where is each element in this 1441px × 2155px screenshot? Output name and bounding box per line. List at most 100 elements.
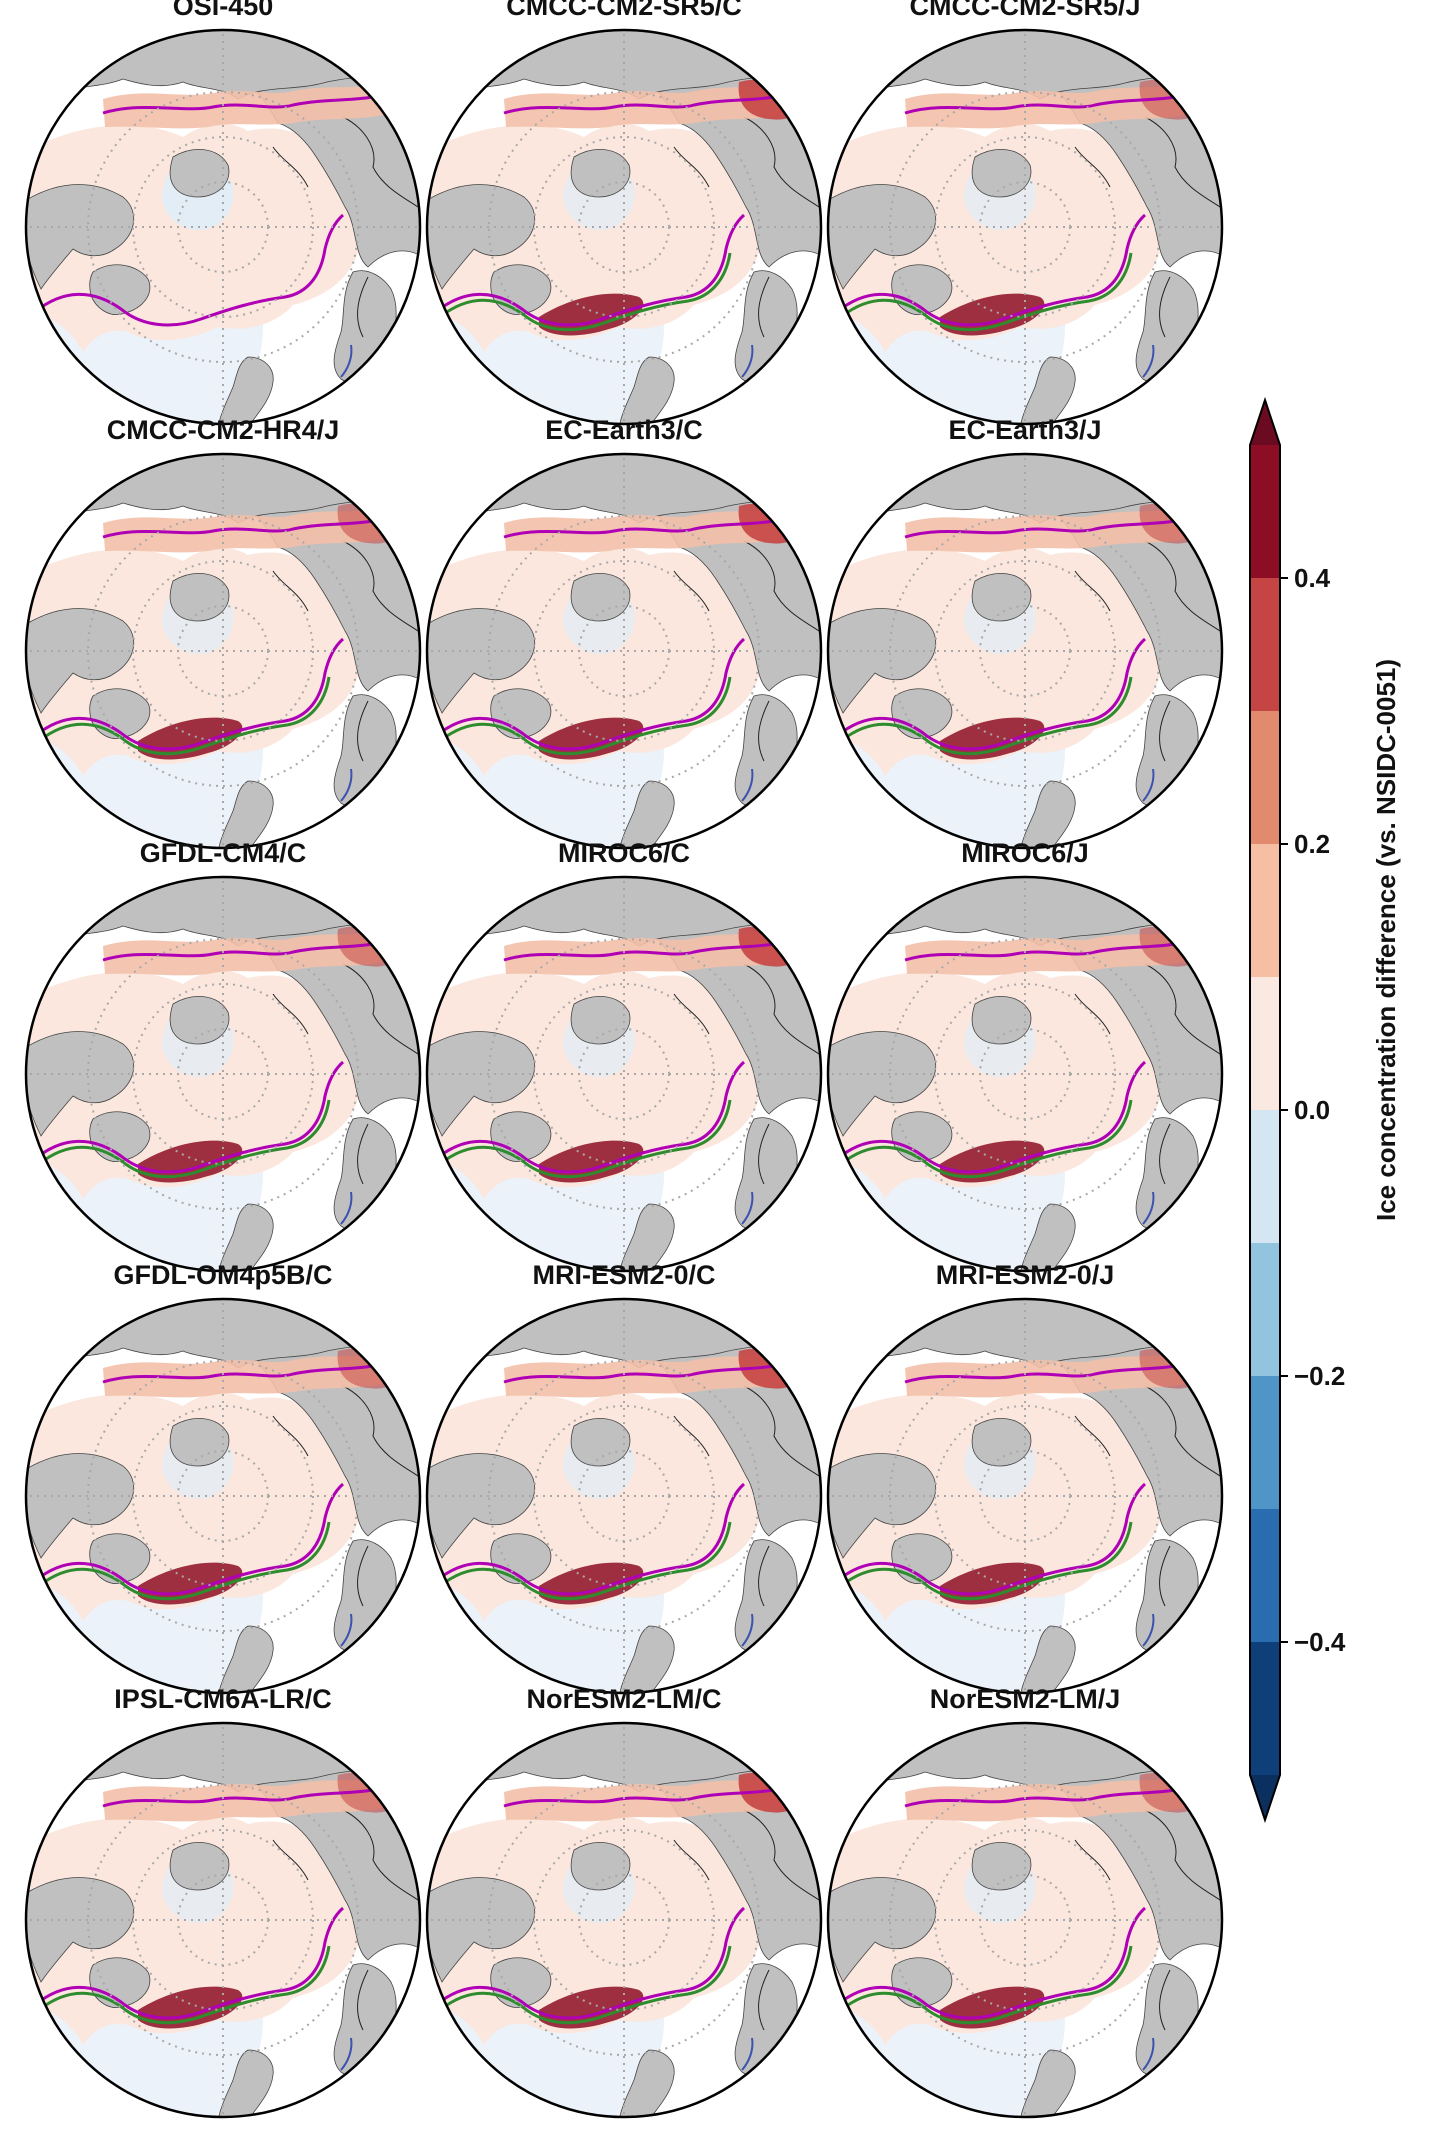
colorbar-frame <box>1249 396 1281 1824</box>
ice-edge-top <box>904 95 1176 115</box>
graticule-latitude <box>889 91 1161 363</box>
land <box>618 780 675 848</box>
ice-edge-small <box>741 768 754 802</box>
panel-title: EC-Earth3/J <box>948 415 1101 445</box>
land <box>570 996 631 1045</box>
map-panel: MIROC6/J <box>826 838 1224 1273</box>
colorbar-tick-label: −0.4 <box>1294 1627 1346 1657</box>
graticule-latitude <box>889 515 1161 787</box>
ice-edge-obs <box>840 252 1133 332</box>
map-content <box>427 877 821 1271</box>
colorbar-tick-label: 0.2 <box>1294 829 1330 859</box>
land <box>169 573 230 622</box>
land <box>618 2049 675 2117</box>
coastline <box>743 540 820 632</box>
graticule-latitude <box>488 1784 760 2056</box>
ice-edge-obs <box>38 1099 331 1179</box>
graticule-latitude <box>132 136 314 318</box>
ice-edge-obs <box>38 1521 331 1601</box>
panel-title: MRI-ESM2-0/C <box>532 1260 715 1290</box>
ice-edge-small <box>1142 768 1155 802</box>
map-panel: MRI-ESM2-0/J <box>826 1260 1224 1695</box>
ice-edge-obs <box>439 1099 732 1179</box>
coastline <box>1159 1545 1171 1607</box>
panel-title: EC-Earth3/C <box>545 415 703 445</box>
ice-edge-small <box>1142 1613 1155 1647</box>
coastline <box>342 116 419 208</box>
colorbar-band <box>1250 1642 1280 1775</box>
ice-edge-small <box>340 768 353 802</box>
graticule-latitude <box>488 515 760 787</box>
ice-edge-obs <box>840 1099 1133 1179</box>
graticule-latitude <box>488 938 760 1210</box>
coastline <box>357 700 369 762</box>
graticule-latitude <box>87 1360 359 1632</box>
coastline <box>758 1969 770 2031</box>
ice-edge-small <box>340 1613 353 1647</box>
panel-title: MIROC6/C <box>558 838 690 868</box>
ice-edge-model <box>836 1482 1147 1596</box>
ice-edge-obs <box>840 676 1133 756</box>
land <box>217 1203 274 1271</box>
land <box>618 356 675 424</box>
ice-edge-model <box>435 213 746 327</box>
map-boundary <box>425 875 823 1273</box>
ice-edge-small <box>741 344 754 378</box>
ice-edge-small <box>741 1191 754 1225</box>
land <box>971 573 1032 622</box>
graticule-latitude <box>934 1405 1116 1587</box>
panel-title: GFDL-OM4p5B/C <box>114 1260 333 1290</box>
coastline <box>1159 1123 1171 1185</box>
map-panel: NorESM2-LM/C <box>425 1684 823 2119</box>
coastline <box>673 146 710 188</box>
map-panels: OSI-450 CMCC-CM2-SR5/C CMCC-CM2-SR5/J CMCC-… <box>24 0 1224 2119</box>
colorbar-band <box>1250 1243 1280 1376</box>
ice-edge-top <box>904 519 1176 539</box>
map-panel: EC-Earth3/C <box>425 415 823 850</box>
ice-edge-obs <box>840 1521 1133 1601</box>
ice-edge-small <box>741 2037 754 2071</box>
colorbar-label: Ice concentration difference (vs. NSIDC-… <box>1371 659 1401 1221</box>
map-panel: NorESM2-LM/J <box>826 1684 1224 2119</box>
coastline <box>743 963 820 1055</box>
colorbar: 0.4 0.2 0.0 −0.2 −0.4 Ice concentration diff… <box>1249 396 1401 1824</box>
map-boundary <box>24 1297 422 1695</box>
ice-edge-obs <box>38 676 331 756</box>
coastline <box>1144 963 1221 1055</box>
land <box>1019 780 1076 848</box>
graticule-latitude <box>889 1360 1161 1632</box>
land <box>1019 356 1076 424</box>
land <box>971 1418 1032 1467</box>
ice-edge-small <box>1142 344 1155 378</box>
coastline <box>743 1809 820 1901</box>
land <box>618 1203 675 1271</box>
coastline <box>673 993 710 1035</box>
ice-edge-top <box>503 942 775 962</box>
panel-title: CMCC-CM2-SR5/J <box>909 0 1140 21</box>
coastline <box>272 1839 309 1881</box>
coastline <box>1159 700 1171 762</box>
land <box>1019 1625 1076 1693</box>
ice-edge-top <box>904 1788 1176 1808</box>
colorbar-band <box>1250 1376 1280 1509</box>
ice-edge-model <box>34 637 345 751</box>
ice-edge-obs <box>439 252 732 332</box>
ice-edge-top <box>102 1364 374 1384</box>
colorbar-extend-low <box>1250 1775 1280 1820</box>
ice-edge-obs <box>439 1521 732 1601</box>
graticule-latitude <box>934 1829 1116 2011</box>
ice-edge-model <box>435 1906 746 2020</box>
panel-title: MRI-ESM2-0/J <box>936 1260 1115 1290</box>
ice-edge-model <box>34 1060 345 1174</box>
colorbar-tick-label: 0.4 <box>1294 563 1331 593</box>
map-content <box>427 1299 821 1693</box>
ice-edge-model <box>836 1906 1147 2020</box>
coastline <box>1159 1969 1171 2031</box>
map-panel: IPSL-CM6A-LR/C <box>24 1684 422 2119</box>
colorbar-band <box>1250 445 1280 578</box>
map-boundary <box>826 875 1224 1273</box>
map-content <box>828 454 1222 848</box>
panel-title: CMCC-CM2-HR4/J <box>107 415 340 445</box>
graticule-latitude <box>87 515 359 787</box>
ice-edge-top <box>503 95 775 115</box>
